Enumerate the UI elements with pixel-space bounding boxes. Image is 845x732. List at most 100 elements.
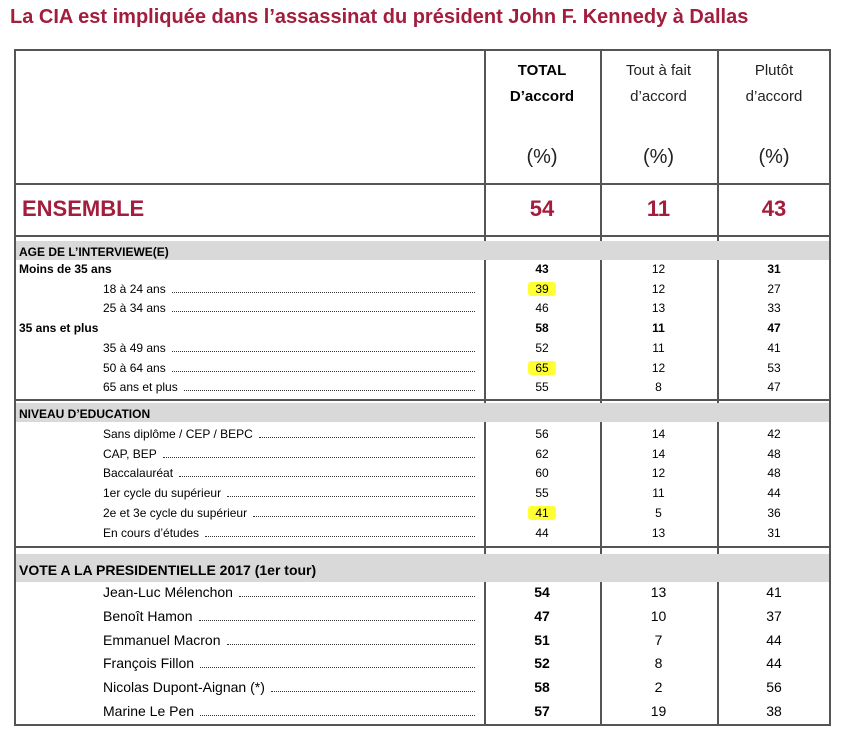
ensemble-total: 54 [529,196,555,221]
value-plutot: 53 [717,361,831,375]
value-plutot-text: 44 [766,631,782,648]
table-row: Emmanuel Macron 51 7 44 [16,632,829,656]
value-total: 58 [484,321,600,335]
value-plutot-text: 44 [766,655,782,672]
value-plutot-text: 53 [767,360,781,375]
table-row: Baccalauréat 60 12 48 [16,466,829,486]
value-total-text: 55 [535,486,549,501]
row-label: Sans diplôme / CEP / BEPC [103,427,253,441]
row-label: 18 à 24 ans [103,281,166,296]
table-row: Nicolas Dupont-Aignan (*) 58 2 56 [16,679,829,703]
value-tout-a-fait: 2 [600,679,717,695]
value-total-text: 46 [535,301,549,316]
col-total-line2: D’accord [509,88,575,105]
row-label: François Fillon [103,655,195,672]
value-plutot-text: 47 [767,321,781,336]
value-plutot-text: 36 [767,505,781,520]
value-plutot-text: 48 [767,446,781,461]
value-plutot: 38 [717,703,831,719]
table-row: 18 à 24 ans 39 12 27 [16,281,831,302]
value-plutot: 47 [717,321,831,335]
column-divider [600,51,602,724]
value-plutot: 37 [717,608,831,624]
value-tout-a-fait-text: 13 [650,584,667,600]
value-tout-a-fait: 11 [600,341,717,355]
value-total: 55 [484,380,600,394]
value-plutot: 48 [717,466,831,480]
value-plutot: 41 [717,584,831,600]
column-divider [717,51,719,724]
value-tout-a-fait: 7 [600,632,717,648]
col-total-line1: TOTAL [517,62,567,79]
row-label: 1er cycle du supérieur [103,486,222,501]
leader-dots [200,715,475,716]
row-label: Nicolas Dupont-Aignan (*) [103,679,265,696]
col-toutafait-unit: (%) [642,146,675,168]
value-total: 52 [484,655,600,671]
leader-dots [179,476,475,478]
value-plutot-text: 38 [766,703,782,719]
value-tout-a-fait-text: 11 [652,340,665,355]
row-label: 35 ans et plus [19,321,99,336]
ensemble-label: ENSEMBLE [22,196,145,221]
value-total-text: 58 [535,321,549,336]
row-label: 35 à 49 ans [103,340,166,355]
value-tout-a-fait-text: 19 [650,703,667,719]
value-total: 47 [484,608,600,624]
value-tout-a-fait-text: 13 [651,525,666,540]
row-label: CAP, BEP [103,446,157,461]
table-row: 2e et 3e cycle du supérieur 41 5 36 [16,505,831,526]
value-total-text: 62 [535,446,549,461]
value-total-text: 51 [534,631,550,648]
value-total: 52 [484,341,600,355]
value-total-text: 43 [535,262,549,276]
value-plutot: 27 [717,282,831,296]
value-tout-a-fait: 12 [600,262,717,276]
value-plutot-text: 41 [766,584,782,600]
section-divider [14,546,831,548]
col-toutafait-line1: Tout à fait [625,62,692,79]
value-total: 57 [484,703,600,719]
table-row: 35 à 49 ans 52 11 41 [16,341,829,361]
table-row: En cours d’études 44 13 31 [16,526,829,546]
leader-dots [239,596,475,597]
value-plutot: 31 [717,262,831,276]
value-total: 44 [484,526,600,540]
table-row: 35 ans et plus 58 11 47 [16,321,829,341]
value-tout-a-fait-text: 10 [650,607,667,624]
value-tout-a-fait: 12 [600,466,717,480]
value-tout-a-fait-text: 12 [651,360,666,375]
leader-dots [271,691,475,693]
col-toutafait-line2: d’accord [630,88,687,105]
value-tout-a-fait-text: 12 [651,262,666,276]
value-tout-a-fait: 13 [600,584,717,600]
value-total: 46 [484,301,600,315]
value-total-text: 39 [528,281,556,296]
section-header-bar [16,403,829,422]
row-label: Emmanuel Macron [103,631,221,648]
value-plutot: 47 [717,380,831,394]
value-plutot-text: 33 [767,301,781,316]
value-tout-a-fait: 14 [600,447,717,461]
value-plutot: 36 [717,506,831,520]
value-plutot: 31 [717,526,831,540]
leader-dots [172,291,475,293]
leader-dots [253,515,475,517]
value-total-text: 57 [534,703,550,719]
value-plutot-text: 31 [767,525,781,540]
table-row: Sans diplôme / CEP / BEPC 56 14 42 [16,427,829,447]
table-frame [14,49,831,726]
value-tout-a-fait-text: 12 [651,281,666,296]
row-label: Marine Le Pen [103,703,195,719]
col-total-unit: (%) [526,146,558,168]
value-tout-a-fait-text: 11 [652,486,665,501]
section-title: VOTE A LA PRESIDENTIELLE 2017 (1er tour) [19,562,317,578]
value-tout-a-fait-text: 14 [651,427,666,441]
value-tout-a-fait-text: 12 [651,466,666,481]
value-plutot-text: 37 [766,607,782,624]
value-tout-a-fait: 14 [600,427,717,441]
ensemble-divider [14,235,831,237]
leader-dots [200,667,475,669]
value-tout-a-fait: 12 [600,282,717,296]
col-header-tout-a-fait: Tout à fait d’accord [600,58,717,110]
